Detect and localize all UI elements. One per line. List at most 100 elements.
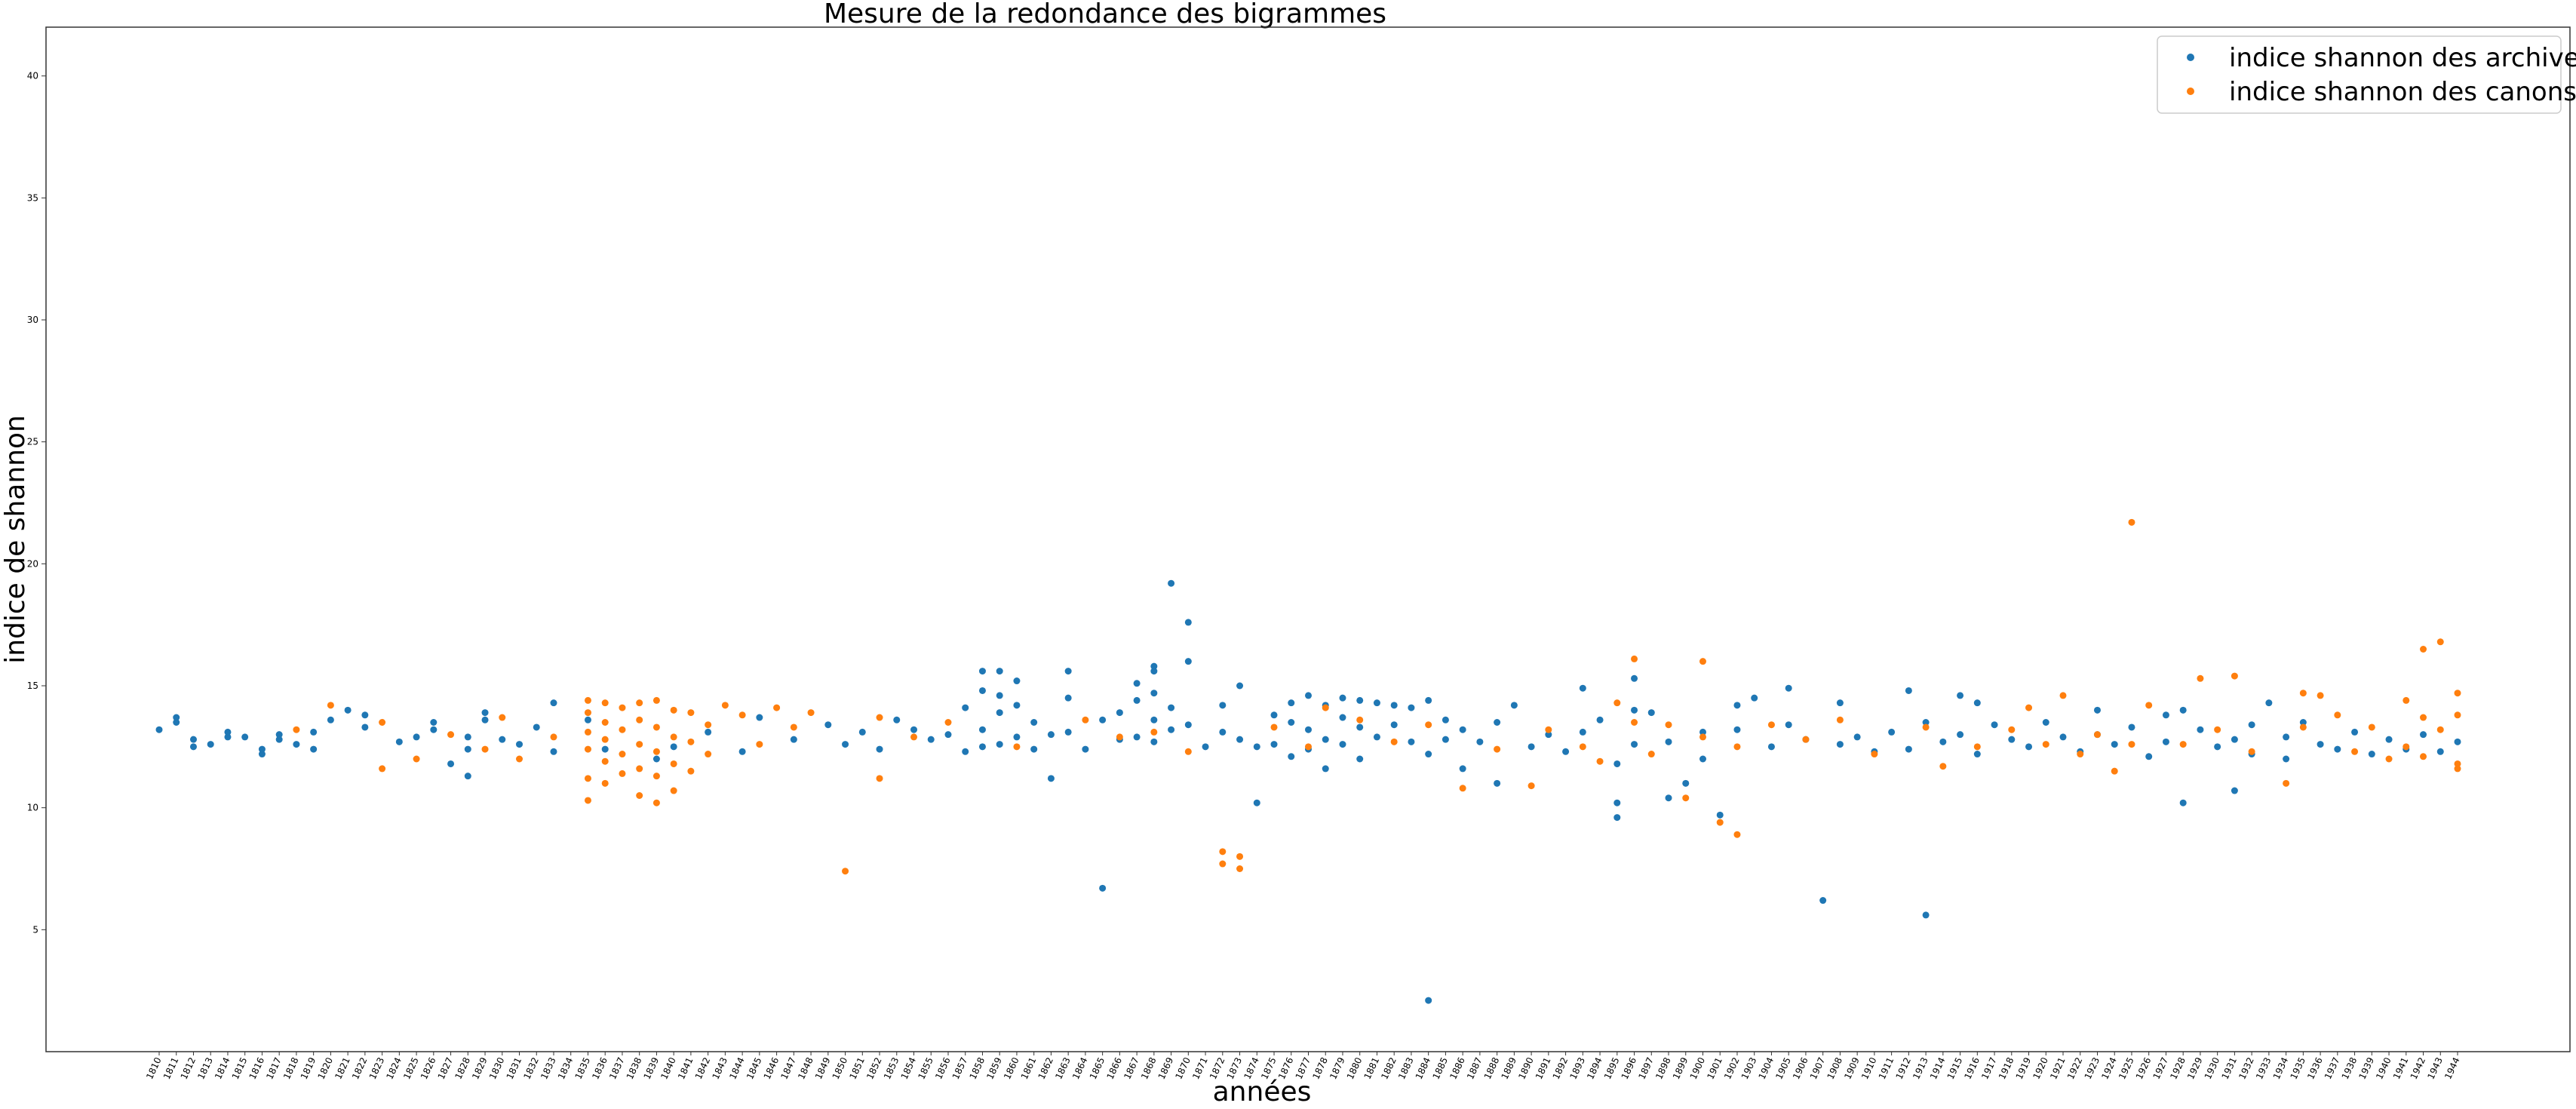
data-point	[2179, 706, 2187, 714]
x-tick-label: 1861	[1019, 1055, 1039, 1081]
x-tick-label: 1818	[281, 1055, 301, 1081]
data-point	[1270, 741, 1278, 748]
data-point	[978, 687, 986, 694]
data-point	[996, 668, 1003, 675]
data-point	[2248, 721, 2255, 729]
legend-label-canons: indice shannon des canons	[2229, 77, 2576, 107]
data-point	[1836, 699, 1844, 707]
x-tick-label: 1928	[2168, 1055, 2188, 1081]
data-point	[155, 726, 163, 733]
legend-marker-archives	[2187, 54, 2194, 61]
data-point	[1356, 716, 1364, 723]
data-point	[173, 714, 180, 721]
y-tick-label: 30	[27, 315, 38, 325]
data-point	[1219, 848, 1227, 856]
data-point	[1751, 694, 1758, 702]
data-point	[893, 716, 901, 723]
data-point	[1184, 721, 1192, 729]
data-point	[1013, 677, 1021, 685]
data-point	[2111, 741, 2118, 748]
data-point	[2214, 726, 2221, 733]
data-point	[1150, 662, 1158, 670]
data-point	[2145, 702, 2153, 709]
data-point	[1888, 728, 1896, 736]
data-point	[1647, 709, 1655, 717]
x-tick-label: 1935	[2288, 1055, 2307, 1081]
data-point	[2025, 743, 2033, 751]
legend-frame	[2157, 35, 2562, 114]
data-point	[2334, 745, 2341, 753]
data-point	[2059, 733, 2067, 741]
x-tick-label: 1912	[1893, 1055, 1913, 1081]
data-point	[1339, 714, 1346, 721]
x-tick-label: 1926	[2134, 1055, 2154, 1081]
data-point	[310, 745, 318, 753]
data-point	[1494, 719, 1501, 726]
data-point	[1322, 704, 1329, 711]
data-point	[1939, 763, 1947, 770]
x-tick-label: 1843	[711, 1055, 730, 1081]
data-point	[1545, 726, 1552, 733]
data-point	[1631, 674, 1638, 682]
x-tick-label: 1879	[1328, 1055, 1347, 1081]
data-point	[258, 745, 266, 753]
data-point	[1871, 751, 1878, 758]
x-tick-label: 1856	[933, 1055, 953, 1081]
data-point	[670, 743, 677, 751]
x-tick-label: 1871	[1190, 1055, 1210, 1081]
data-point	[2197, 726, 2204, 733]
data-point	[1853, 733, 1861, 741]
data-point	[1373, 699, 1380, 707]
y-tick-label: 5	[32, 924, 38, 935]
data-point	[2042, 741, 2049, 748]
data-point	[516, 755, 523, 763]
data-point	[1733, 743, 1741, 751]
data-point	[1767, 721, 1775, 729]
data-point	[1613, 814, 1621, 822]
data-point	[1819, 897, 1827, 905]
data-point	[1922, 719, 1930, 726]
data-point	[1322, 736, 1329, 743]
data-point	[379, 765, 386, 773]
data-point	[1236, 736, 1244, 743]
data-point	[1305, 726, 1312, 733]
y-tick-label: 25	[27, 437, 38, 447]
data-point	[1219, 702, 1227, 709]
x-tick-label: 1880	[1345, 1055, 1365, 1081]
x-tick-label: 1941	[2391, 1055, 2411, 1081]
data-point	[1305, 743, 1312, 751]
data-point	[636, 699, 643, 707]
x-tick-label: 1889	[1499, 1055, 1518, 1081]
data-point	[1425, 696, 1432, 704]
data-point	[652, 723, 660, 731]
y-tick-label: 20	[27, 558, 38, 569]
x-tick-label: 1944	[2442, 1055, 2462, 1081]
data-point	[978, 668, 986, 675]
data-point	[1545, 731, 1552, 739]
x-tick-label: 1878	[1310, 1055, 1330, 1081]
data-point	[584, 716, 591, 723]
data-point	[1339, 694, 1346, 702]
data-point	[2436, 726, 2444, 733]
data-point	[1527, 782, 1535, 790]
x-tick-label: 1930	[2203, 1055, 2222, 1081]
data-point	[1767, 743, 1775, 751]
data-point	[379, 719, 386, 726]
x-tick-label: 1882	[1379, 1055, 1399, 1081]
data-point	[636, 716, 643, 723]
data-point	[1699, 658, 1706, 665]
plot-frame	[45, 26, 2571, 1052]
data-point	[2008, 736, 2016, 743]
data-point	[464, 745, 471, 753]
data-point	[1356, 696, 1364, 704]
x-tick-label: 1850	[831, 1055, 850, 1081]
series-canons	[293, 518, 2461, 875]
data-point	[499, 714, 506, 721]
x-tick-label: 1867	[1122, 1055, 1141, 1081]
data-point	[1785, 684, 1792, 692]
data-point	[2299, 723, 2307, 731]
data-point	[224, 733, 232, 741]
data-point	[670, 733, 677, 741]
data-point	[1733, 726, 1741, 733]
data-point	[2283, 733, 2290, 741]
